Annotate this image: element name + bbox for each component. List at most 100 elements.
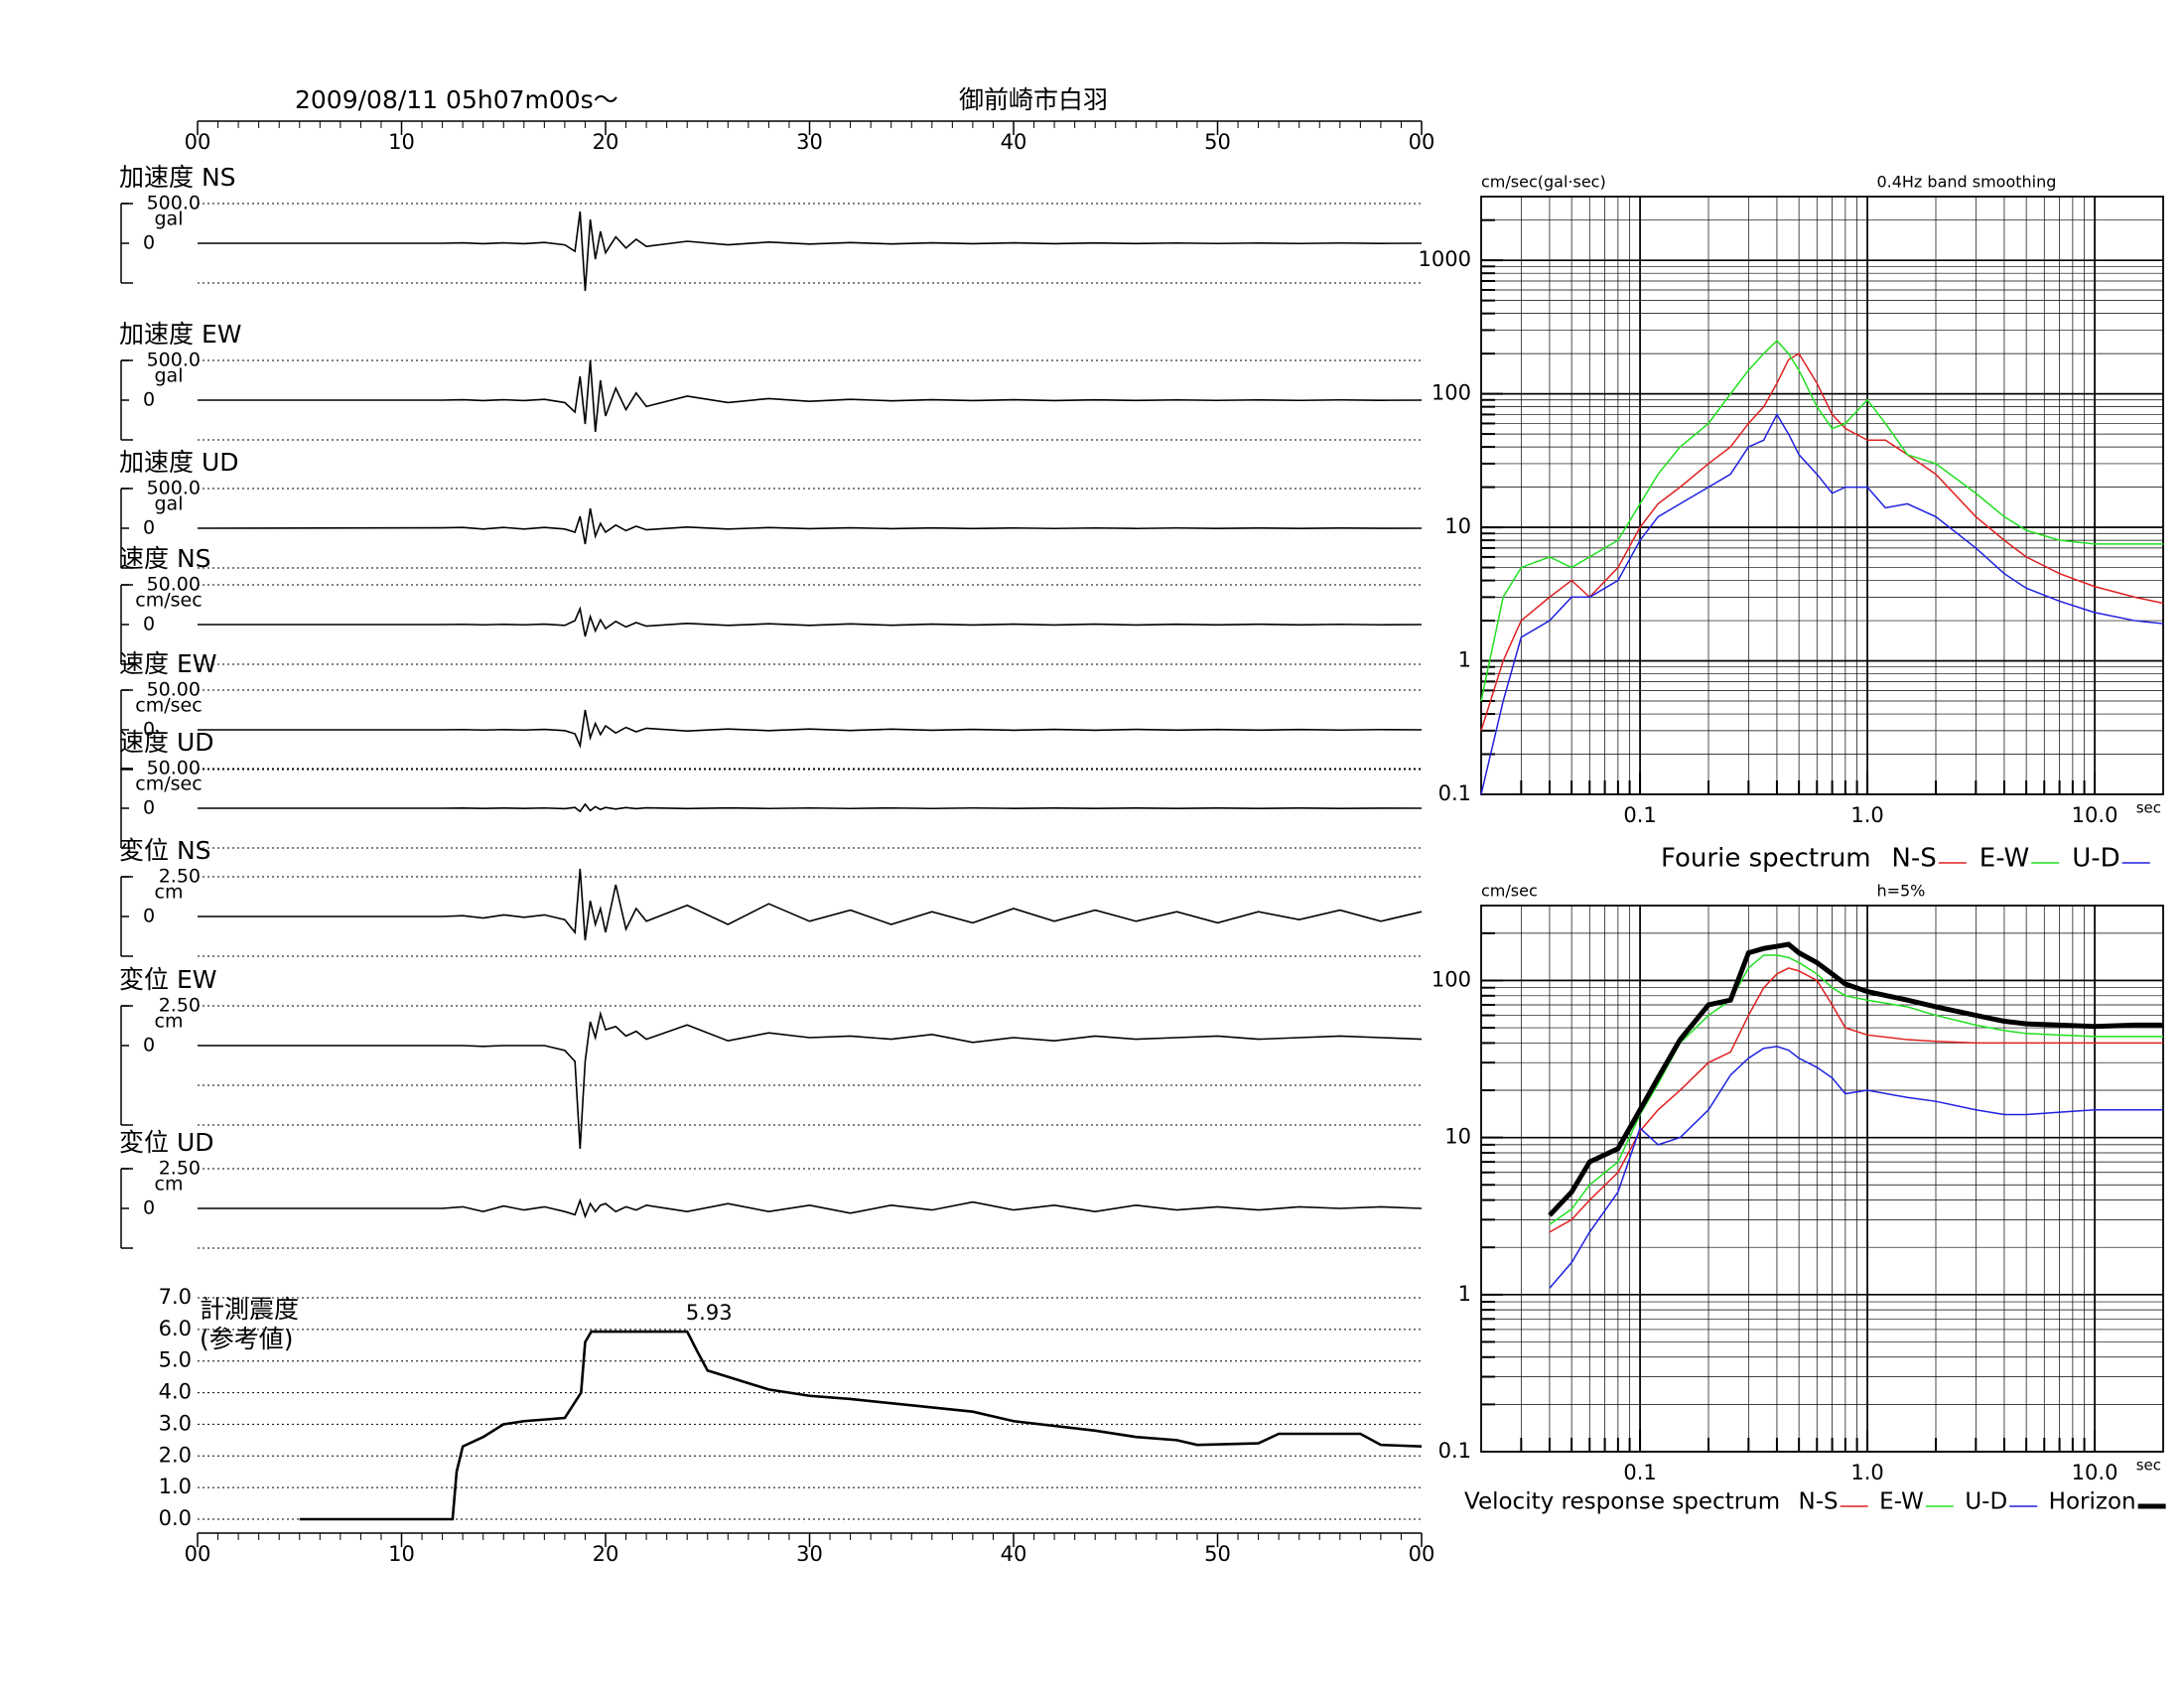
y-tick-label: 7.0 [159, 1285, 192, 1309]
unit-label: cm [155, 1174, 184, 1196]
time-tick-label: 00 [185, 130, 211, 154]
unit-label: gal [155, 365, 184, 387]
x-tick-label: 0.1 [1623, 803, 1656, 827]
chart-subtitle: (参考値) [200, 1325, 294, 1353]
time-tick-label: 30 [796, 130, 823, 154]
x-tick-label: 1.0 [1850, 803, 1883, 827]
y-tick-label: 6.0 [159, 1317, 192, 1340]
panel-title: 加速度 UD [119, 448, 239, 477]
legend-label: U-D [2072, 844, 2119, 874]
unit-label: gal [155, 209, 184, 230]
time-tick-label: 50 [1204, 1542, 1231, 1566]
unit-label: cm [155, 1011, 184, 1033]
plot-note: 0.4Hz band smoothing [1876, 173, 2056, 192]
y-tick-label: 0 [143, 719, 155, 741]
y-tick-label: 500.0 [147, 193, 201, 214]
time-tick-label: 00 [185, 1542, 211, 1566]
trace [198, 606, 1423, 637]
unit-label: cm [155, 882, 184, 904]
intensity-line [299, 1330, 1423, 1521]
y-tick-label: 3.0 [159, 1411, 192, 1435]
panel-title: 変位 EW [119, 965, 216, 994]
time-tick-label: 30 [796, 1542, 823, 1566]
legend-label: E-W [1979, 844, 2029, 874]
chart-title: 計測震度 [200, 1295, 299, 1324]
y-tick-label: 2.0 [159, 1443, 192, 1467]
y-tick-label: 0.1 [1438, 781, 1471, 805]
time-tick-label: 10 [388, 130, 415, 154]
legend-label: E-W [1879, 1489, 1924, 1515]
time-tick-label: 50 [1204, 130, 1231, 154]
time-tick-label: 20 [593, 1542, 619, 1566]
panel-title: 速度 NS [119, 544, 211, 573]
legend-label: N-S [1891, 844, 1936, 874]
x-tick-label: 1.0 [1850, 1461, 1883, 1484]
panel-title: 加速度 EW [119, 320, 241, 349]
y-tick-label: 1.0 [159, 1475, 192, 1498]
y-tick-label: 50.00 [147, 758, 201, 779]
x-tick-label: 0.1 [1623, 1461, 1656, 1484]
y-tick-label: 1 [1458, 1282, 1471, 1306]
y-tick-label: 0 [143, 232, 155, 254]
y-tick-label: 10 [1444, 1125, 1471, 1149]
spectrum-line [1549, 1046, 2163, 1289]
trace [198, 359, 1423, 433]
station-name: 御前崎市白羽 [959, 85, 1108, 114]
y-tick-label: 0 [143, 517, 155, 539]
y-tick-label: 0 [143, 1035, 155, 1056]
y-tick-label: 0 [143, 1197, 155, 1219]
y-tick-label: 1000 [1419, 247, 1471, 271]
panel-title: 速度 EW [119, 649, 216, 678]
y-tick-label: 0 [143, 906, 155, 927]
legend-label: Horizon [2049, 1489, 2136, 1515]
record-time: 2009/08/11 05h07m00s〜 [295, 85, 618, 114]
time-tick-label: 00 [1409, 130, 1435, 154]
spectrum-line [1548, 941, 2163, 1217]
x-tick-label: 10.0 [2072, 1461, 2118, 1484]
panel-title: 速度 UD [119, 728, 214, 757]
y-tick-label: 2.50 [159, 995, 201, 1017]
trace [198, 211, 1423, 292]
unit-label: cm/sec [135, 774, 202, 795]
y-tick-label: 5.0 [159, 1348, 192, 1372]
y-tick-label: 100 [1432, 381, 1471, 405]
unit-label: cm/sec [135, 590, 202, 612]
peak-label: 5.93 [686, 1301, 733, 1325]
y-tick-label: 10 [1444, 514, 1471, 538]
y-tick-label: 50.00 [147, 679, 201, 701]
y-tick-label: 100 [1432, 967, 1471, 991]
spectrum-line [1480, 340, 2163, 702]
legend-label: U-D [1965, 1489, 2007, 1515]
y-tick-label: 2.50 [159, 866, 201, 888]
y-axis-label: cm/sec(gal·sec) [1481, 173, 1606, 192]
unit-label: cm/sec [135, 695, 202, 717]
y-tick-label: 1 [1458, 648, 1471, 672]
y-tick-label: 500.0 [147, 478, 201, 499]
time-tick-label: 10 [388, 1542, 415, 1566]
y-tick-label: 2.50 [159, 1158, 201, 1180]
y-tick-label: 4.0 [159, 1380, 192, 1404]
trace [198, 1197, 1423, 1219]
y-tick-label: 0.0 [159, 1506, 192, 1530]
x-axis-label: sec [2136, 1457, 2161, 1475]
time-tick-label: 20 [593, 130, 619, 154]
spectrum-line [1549, 967, 2163, 1233]
legend-title: Fourie spectrum [1661, 844, 1871, 874]
y-tick-label: 0 [143, 389, 155, 411]
trace [197, 507, 1423, 545]
trace [198, 868, 1423, 941]
panel-title: 変位 UD [119, 1128, 214, 1157]
time-tick-label: 40 [1001, 130, 1027, 154]
y-axis-label: cm/sec [1481, 882, 1538, 901]
panel-title: 変位 NS [119, 836, 211, 865]
spectrum-line [1549, 954, 2163, 1225]
spectrum-line [1480, 412, 2164, 795]
y-tick-label: 0 [143, 614, 155, 635]
y-tick-label: 0.1 [1438, 1439, 1471, 1463]
legend-label: N-S [1799, 1489, 1839, 1515]
trace [198, 1010, 1423, 1150]
x-tick-label: 10.0 [2072, 803, 2118, 827]
